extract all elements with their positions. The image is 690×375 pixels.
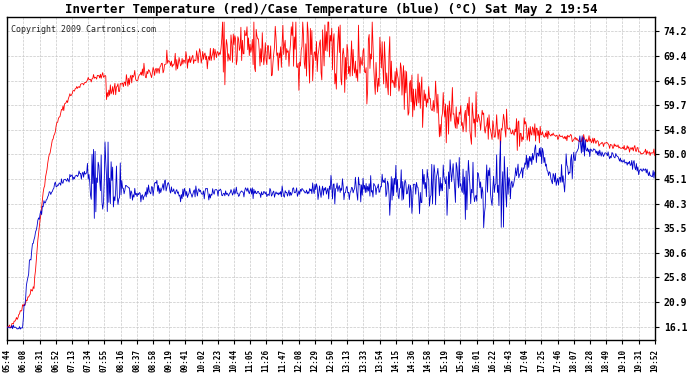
Text: Copyright 2009 Cartronics.com: Copyright 2009 Cartronics.com: [10, 25, 155, 34]
Title: Inverter Temperature (red)/Case Temperature (blue) (°C) Sat May 2 19:54: Inverter Temperature (red)/Case Temperat…: [65, 3, 598, 16]
